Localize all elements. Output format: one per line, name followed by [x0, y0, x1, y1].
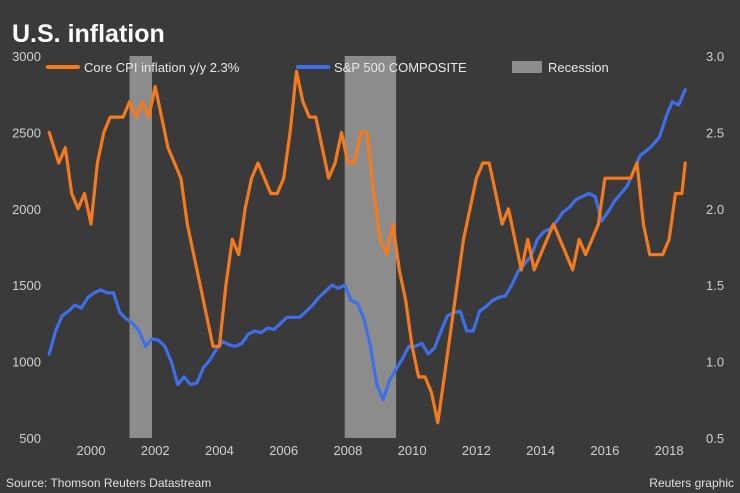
x-tick-label: 2018	[655, 443, 684, 458]
x-tick-label: 2008	[333, 443, 362, 458]
credit-text: Reuters graphic	[649, 476, 734, 490]
x-tick-label: 2000	[77, 443, 106, 458]
left-tick-label: 2000	[12, 202, 41, 217]
left-tick-label: 1000	[12, 355, 41, 370]
left-axis-ticks: 3000 2500 2000 1500 1000 500	[12, 49, 41, 446]
right-tick-label: 1.5	[706, 278, 724, 293]
series-line-sp500	[47, 87, 687, 402]
right-tick-label: 2.0	[706, 202, 724, 217]
legend-label: S&P 500 COMPOSITE	[334, 60, 467, 75]
right-axis-ticks: 3.0 2.5 2.0 1.5 1.0 0.5	[706, 49, 724, 446]
legend: Core CPI inflation y/y 2.3% S&P 500 COMPO…	[46, 60, 609, 75]
left-tick-label: 2500	[12, 125, 41, 140]
series-layer	[47, 69, 687, 425]
source-text: Source: Thomson Reuters Datastream	[6, 476, 211, 490]
series-line-core-cpi	[47, 69, 687, 425]
left-tick-label: 500	[19, 431, 41, 446]
left-tick-label: 3000	[12, 49, 41, 64]
x-tick-label: 2012	[462, 443, 491, 458]
legend-swatch	[512, 61, 542, 73]
right-tick-label: 1.0	[706, 355, 724, 370]
recession-band-1	[129, 56, 152, 438]
x-tick-label: 2010	[398, 443, 427, 458]
right-tick-label: 2.5	[706, 125, 724, 140]
x-tick-label: 2014	[526, 443, 555, 458]
right-tick-label: 0.5	[706, 431, 724, 446]
left-tick-label: 1500	[12, 278, 41, 293]
x-tick-label: 2006	[269, 443, 298, 458]
chart-title: U.S. inflation	[12, 20, 165, 48]
recession-bands	[129, 56, 397, 438]
right-tick-label: 3.0	[706, 49, 724, 64]
legend-label: Core CPI inflation y/y 2.3%	[84, 60, 240, 75]
x-axis-ticks: 2000 2002 2004 2006 2008 2010 2012 2014 2016 2018	[77, 443, 684, 458]
legend-label: Recession	[548, 60, 609, 75]
x-tick-label: 2002	[141, 443, 170, 458]
x-tick-label: 2004	[205, 443, 234, 458]
x-tick-label: 2016	[590, 443, 619, 458]
